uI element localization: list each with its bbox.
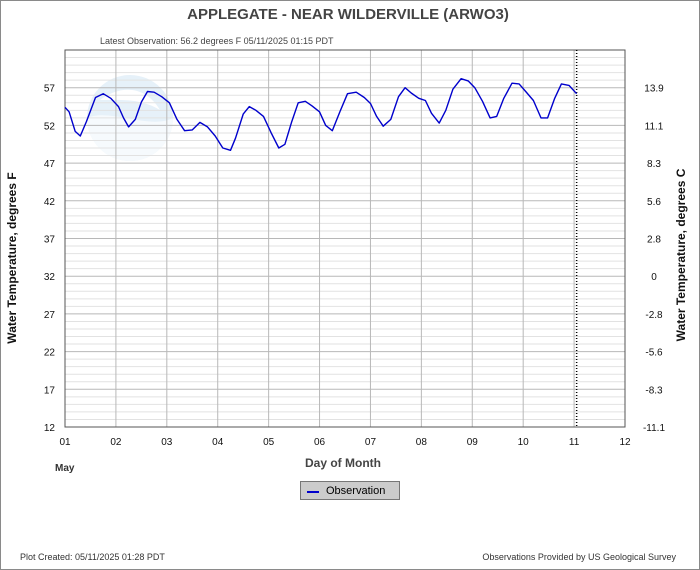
x-tick-label: 04 xyxy=(212,437,224,448)
x-tick-label: 05 xyxy=(263,437,275,448)
chart-legend: Observation xyxy=(300,481,400,500)
chart-subtitle: Latest Observation: 56.2 degrees F 05/11… xyxy=(100,36,334,46)
y-tick-label-left: 12 xyxy=(44,423,56,434)
y-tick-label-left: 47 xyxy=(44,159,56,170)
y-tick-label-right: -2.8 xyxy=(645,310,663,321)
chart-title: APPLEGATE - NEAR WILDERVILLE (ARWO3) xyxy=(187,6,509,23)
x-tick-label: 11 xyxy=(569,437,580,448)
y-tick-label-left: 57 xyxy=(44,84,56,95)
series-line-observation xyxy=(64,77,578,152)
x-tick-label: 01 xyxy=(59,437,71,448)
x-tick-label: 03 xyxy=(161,437,173,448)
y-tick-label-left: 17 xyxy=(44,385,56,396)
legend-swatch-observation xyxy=(307,491,319,493)
y-tick-label-right: 2.8 xyxy=(647,235,661,246)
x-axis-label: Day of Month xyxy=(305,456,381,470)
x-tick-label: 12 xyxy=(619,437,631,448)
plot-area-border xyxy=(64,49,626,428)
footer-plot-created: Plot Created: 05/11/2025 01:28 PDT xyxy=(20,552,165,562)
x-tick-label: 09 xyxy=(467,437,479,448)
x-tick-label: 02 xyxy=(110,437,122,448)
y-axis-label-left: Water Temperature, degrees F xyxy=(5,172,19,343)
footer-data-source: Observations Provided by US Geological S… xyxy=(482,552,676,562)
y-axis-label-right: Water Temperature, degrees C xyxy=(674,168,688,341)
y-tick-label-right: 5.6 xyxy=(647,197,661,208)
y-tick-label-left: 32 xyxy=(44,272,56,283)
y-tick-label-right: 8.3 xyxy=(647,159,661,170)
y-tick-label-right: 11.1 xyxy=(645,121,664,132)
legend-label-observation: Observation xyxy=(326,485,386,497)
y-tick-label-left: 37 xyxy=(44,235,56,246)
y-tick-label-right: -11.1 xyxy=(643,423,665,434)
y-tick-label-left: 27 xyxy=(44,310,56,321)
y-tick-label-left: 42 xyxy=(44,197,56,208)
x-tick-label: 07 xyxy=(365,437,377,448)
y-tick-label-right: 0 xyxy=(651,272,657,283)
x-axis-month: May xyxy=(55,463,75,474)
y-tick-label-left: 52 xyxy=(44,121,56,132)
y-tick-label-right: -5.6 xyxy=(645,348,663,359)
x-tick-label: 06 xyxy=(314,437,326,448)
x-tick-label: 10 xyxy=(518,437,530,448)
y-tick-label-right: -8.3 xyxy=(645,385,663,396)
y-tick-label-left: 22 xyxy=(44,348,56,359)
y-tick-label-right: 13.9 xyxy=(644,84,664,95)
x-tick-label: 08 xyxy=(416,437,428,448)
